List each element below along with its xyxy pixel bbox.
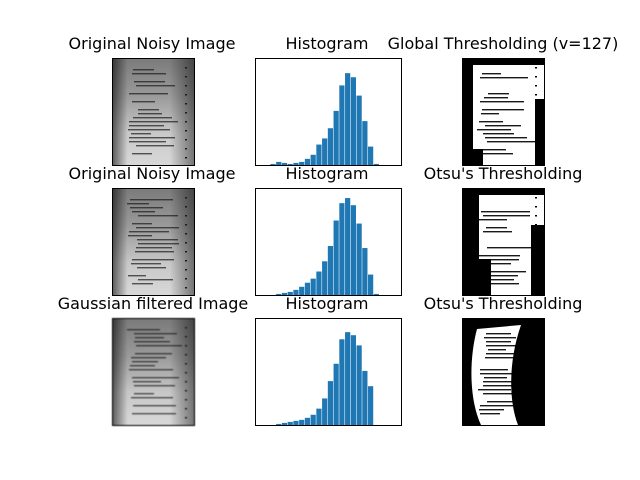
histogram-bar <box>327 246 334 295</box>
histogram-bar <box>293 420 299 425</box>
histogram-bar <box>350 77 356 165</box>
threshold-title-row2: Otsu's Thresholding <box>423 164 583 183</box>
threshold-image-row2 <box>462 188 545 296</box>
image-title-row3: Gaussian filtered Image <box>57 294 249 313</box>
histogram-bar <box>293 162 299 165</box>
histogram-bar <box>373 293 379 295</box>
image-title-row2: Original Noisy Image <box>68 164 236 183</box>
original-image-row2 <box>112 188 195 296</box>
histogram-bar <box>316 271 322 295</box>
histogram-bar <box>350 205 356 295</box>
image-title-row1: Original Noisy Image <box>68 34 236 53</box>
histogram-bar <box>327 381 334 425</box>
histogram-bar <box>373 424 379 425</box>
histogram-bar <box>310 414 316 425</box>
histogram-bar <box>333 363 339 425</box>
histogram-bar <box>322 138 328 165</box>
threshold-title-row3: Otsu's Thresholding <box>423 294 583 313</box>
hist-title-row2: Histogram <box>285 164 369 183</box>
histogram-bar <box>293 289 299 295</box>
histogram-bar <box>368 146 374 165</box>
histogram-bar <box>345 198 351 295</box>
histogram-bar <box>356 345 362 425</box>
threshold-title-row1: Global Thresholding (v=127) <box>387 34 619 53</box>
histogram-bar <box>373 163 379 165</box>
histogram-bar <box>276 423 282 425</box>
histogram-bar <box>299 419 305 425</box>
original-image-row1 <box>112 58 195 166</box>
threshold-image-row3 <box>462 318 545 426</box>
histogram-bar <box>345 73 351 165</box>
histogram-bar <box>270 424 276 425</box>
histogram-panel-row2 <box>255 188 402 296</box>
histogram-bar <box>339 85 345 165</box>
histogram-bar <box>362 370 368 425</box>
histogram-bar <box>345 332 351 425</box>
histogram-bar <box>327 128 334 165</box>
histogram-bar <box>322 398 328 425</box>
hist-title-row3: Histogram <box>285 294 369 313</box>
histogram-bar <box>316 144 322 165</box>
histogram-bar <box>270 163 276 165</box>
histogram-bar <box>333 220 339 295</box>
histogram-bar <box>287 421 293 425</box>
histogram-bar <box>276 293 282 295</box>
histogram-panel-row1 <box>255 58 402 166</box>
histogram-bar <box>304 417 311 425</box>
histogram-bar <box>310 154 316 165</box>
histogram-bar <box>281 292 288 295</box>
histogram-bar <box>362 121 368 165</box>
histogram-bar <box>368 274 374 295</box>
histogram-bar <box>333 110 339 165</box>
threshold-image-row1 <box>462 58 545 166</box>
histogram-bar <box>356 223 362 295</box>
histogram-bar <box>316 408 322 425</box>
histogram-bar <box>310 278 316 295</box>
histogram-bar <box>339 339 345 425</box>
histogram-bar <box>339 203 345 295</box>
hist-title-row1: Histogram <box>285 34 369 53</box>
histogram-bar <box>281 162 288 165</box>
histogram-bar <box>362 248 368 295</box>
histogram-bar <box>322 261 328 295</box>
histogram-bar <box>304 158 311 165</box>
histogram-bar <box>304 282 311 295</box>
histogram-bar <box>281 422 288 425</box>
histogram-bar <box>299 161 305 165</box>
histogram-bar <box>270 294 276 295</box>
histogram-bar <box>299 286 305 295</box>
histogram-bar <box>287 163 293 165</box>
gaussian-image-row3 <box>112 318 195 426</box>
histogram-panel-row3 <box>255 318 402 426</box>
histogram-bar <box>368 386 374 425</box>
histogram-bar <box>276 161 282 165</box>
histogram-bar <box>356 95 362 165</box>
histogram-bar <box>287 291 293 295</box>
histogram-bar <box>350 335 356 425</box>
